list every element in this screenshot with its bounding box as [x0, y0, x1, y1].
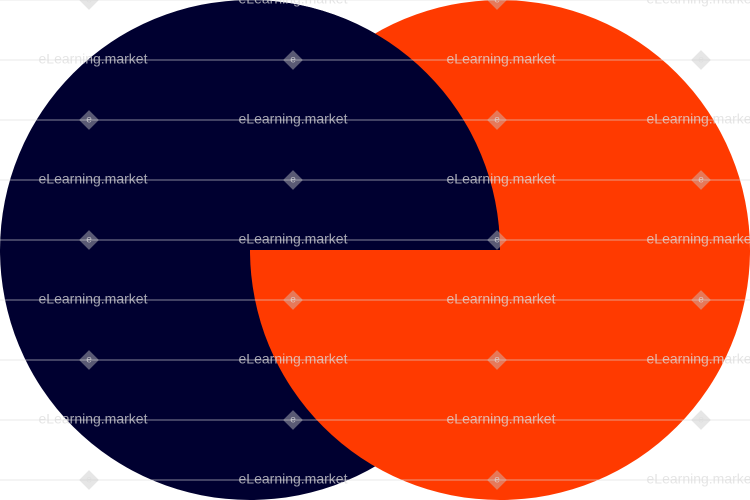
watermark-text: eLearning.market [447, 411, 556, 427]
watermark-text: eLearning.market [647, 0, 750, 7]
watermark-diamond [487, 110, 507, 130]
watermark-mark: e [86, 235, 92, 246]
watermark-text: eLearning.market [39, 51, 148, 67]
watermark-diamond [79, 470, 99, 490]
watermark-text: eLearning.market [647, 471, 750, 487]
watermark-diamond [487, 350, 507, 370]
watermark-text: eLearning.market [447, 291, 556, 307]
watermark-mark: e [86, 355, 92, 366]
watermark-mark: e [86, 115, 92, 126]
watermark-text: eLearning.market [447, 51, 556, 67]
watermark-mark: e [494, 235, 500, 246]
watermark-diamond [487, 0, 507, 10]
watermark-diamond [487, 470, 507, 490]
watermark-text: eLearning.market [239, 471, 348, 487]
watermark-text: eLearning.market [239, 231, 348, 247]
watermark-mark: e [290, 415, 296, 426]
watermark-text: eLearning.market [647, 231, 750, 247]
watermark-mark: e [290, 295, 296, 306]
watermark-mark: e [494, 115, 500, 126]
watermark-mark: e [698, 55, 704, 66]
watermark-diamond [691, 410, 711, 430]
watermark-text: eLearning.market [39, 171, 148, 187]
watermark-mark: e [290, 175, 296, 186]
watermark-mark: e [86, 0, 92, 6]
watermark-mark: e [494, 355, 500, 366]
watermark-diamond [487, 230, 507, 250]
watermark-text: eLearning.market [39, 411, 148, 427]
watermark-diamond [283, 290, 303, 310]
watermark-text: eLearning.market [239, 111, 348, 127]
watermark-diamond [283, 410, 303, 430]
watermark-mark: e [494, 0, 500, 6]
watermark-mark: e [494, 475, 500, 486]
watermark-diamond [79, 350, 99, 370]
watermark-text: eLearning.market [239, 351, 348, 367]
watermark-mark: e [290, 55, 296, 66]
watermark-text: eLearning.market [647, 111, 750, 127]
watermark-text: eLearning.market [447, 171, 556, 187]
watermark-mark: e [698, 295, 704, 306]
watermark-text: eLearning.market [647, 351, 750, 367]
navy-quarter [250, 0, 500, 250]
watermark-diamond [283, 170, 303, 190]
watermark-text: eLearning.market [39, 291, 148, 307]
watermark-mark: e [86, 475, 92, 486]
watermark-mark: e [698, 415, 704, 426]
watermark-diamond [79, 110, 99, 130]
watermark-diamond [79, 0, 99, 10]
watermark-text: eLearning.market [239, 0, 348, 7]
watermark-diamond [79, 230, 99, 250]
watermark-mark: e [698, 175, 704, 186]
watermark-diamond [283, 50, 303, 70]
watermark-diamond [691, 290, 711, 310]
